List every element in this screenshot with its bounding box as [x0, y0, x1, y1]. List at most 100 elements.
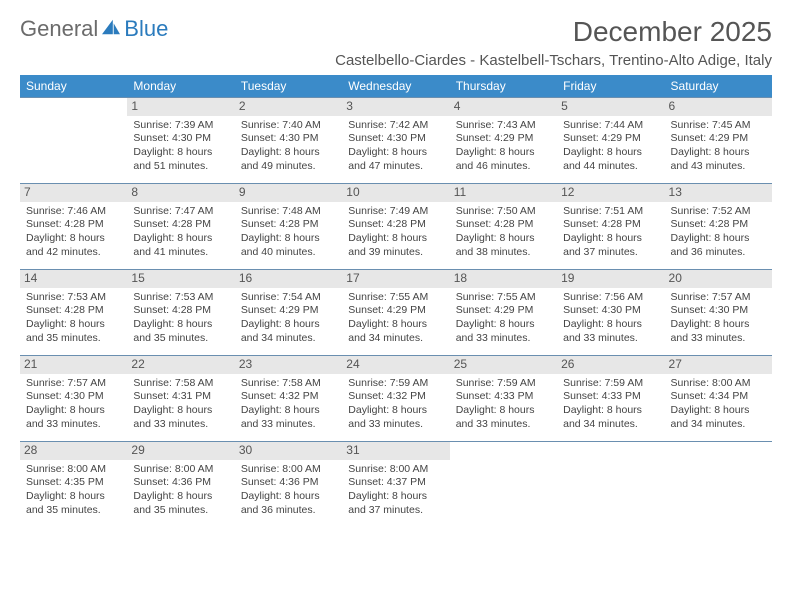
day-number: 9 — [235, 184, 342, 202]
day-number: 10 — [342, 184, 449, 202]
calendar-body: 1Sunrise: 7:39 AMSunset: 4:30 PMDaylight… — [20, 98, 772, 528]
day-number: 4 — [450, 98, 557, 116]
calendar-row: 28Sunrise: 8:00 AMSunset: 4:35 PMDayligh… — [20, 442, 772, 528]
daylight-text: and 43 minutes. — [671, 160, 766, 174]
daylight-text: and 41 minutes. — [133, 246, 228, 260]
calendar-day: 14Sunrise: 7:53 AMSunset: 4:28 PMDayligh… — [20, 270, 127, 356]
daylight-text: Daylight: 8 hours — [671, 404, 766, 418]
sunrise-text: Sunrise: 7:46 AM — [26, 205, 121, 219]
sunrise-text: Sunrise: 8:00 AM — [671, 377, 766, 391]
sunrise-text: Sunrise: 7:49 AM — [348, 205, 443, 219]
daylight-text: Daylight: 8 hours — [456, 232, 551, 246]
calendar-row: 7Sunrise: 7:46 AMSunset: 4:28 PMDaylight… — [20, 184, 772, 270]
calendar-day: 3Sunrise: 7:42 AMSunset: 4:30 PMDaylight… — [342, 98, 449, 184]
daylight-text: Daylight: 8 hours — [133, 146, 228, 160]
day-number: 15 — [127, 270, 234, 288]
sunset-text: Sunset: 4:29 PM — [671, 132, 766, 146]
day-number: 27 — [665, 356, 772, 374]
sunset-text: Sunset: 4:29 PM — [563, 132, 658, 146]
sunrise-text: Sunrise: 7:42 AM — [348, 119, 443, 133]
day-number: 7 — [20, 184, 127, 202]
sunrise-text: Sunrise: 7:48 AM — [241, 205, 336, 219]
day-number: 2 — [235, 98, 342, 116]
day-number: 31 — [342, 442, 449, 460]
daylight-text: Daylight: 8 hours — [456, 318, 551, 332]
daylight-text: Daylight: 8 hours — [348, 146, 443, 160]
calendar-day: 10Sunrise: 7:49 AMSunset: 4:28 PMDayligh… — [342, 184, 449, 270]
daylight-text: Daylight: 8 hours — [241, 232, 336, 246]
daylight-text: Daylight: 8 hours — [563, 318, 658, 332]
daylight-text: and 38 minutes. — [456, 246, 551, 260]
sunrise-text: Sunrise: 7:53 AM — [26, 291, 121, 305]
sunrise-text: Sunrise: 7:50 AM — [456, 205, 551, 219]
daylight-text: Daylight: 8 hours — [241, 404, 336, 418]
calendar-day: 19Sunrise: 7:56 AMSunset: 4:30 PMDayligh… — [557, 270, 664, 356]
daylight-text: and 40 minutes. — [241, 246, 336, 260]
daylight-text: Daylight: 8 hours — [456, 404, 551, 418]
calendar-day: 24Sunrise: 7:59 AMSunset: 4:32 PMDayligh… — [342, 356, 449, 442]
day-number: 17 — [342, 270, 449, 288]
daylight-text: and 46 minutes. — [456, 160, 551, 174]
daylight-text: Daylight: 8 hours — [563, 404, 658, 418]
sunset-text: Sunset: 4:33 PM — [563, 390, 658, 404]
daylight-text: Daylight: 8 hours — [348, 404, 443, 418]
daylight-text: Daylight: 8 hours — [348, 232, 443, 246]
day-number: 22 — [127, 356, 234, 374]
sunrise-text: Sunrise: 7:55 AM — [456, 291, 551, 305]
weekday-header: Monday — [127, 75, 234, 98]
sunrise-text: Sunrise: 7:56 AM — [563, 291, 658, 305]
daylight-text: Daylight: 8 hours — [133, 404, 228, 418]
sunrise-text: Sunrise: 7:59 AM — [456, 377, 551, 391]
sunset-text: Sunset: 4:30 PM — [348, 132, 443, 146]
sunset-text: Sunset: 4:28 PM — [671, 218, 766, 232]
daylight-text: and 39 minutes. — [348, 246, 443, 260]
daylight-text: and 35 minutes. — [26, 332, 121, 346]
weekday-header: Tuesday — [235, 75, 342, 98]
calendar-day-empty — [450, 442, 557, 528]
daylight-text: and 35 minutes. — [133, 504, 228, 518]
day-number: 25 — [450, 356, 557, 374]
day-number: 20 — [665, 270, 772, 288]
calendar-day: 22Sunrise: 7:58 AMSunset: 4:31 PMDayligh… — [127, 356, 234, 442]
day-number: 5 — [557, 98, 664, 116]
weekday-header: Thursday — [450, 75, 557, 98]
calendar-day: 17Sunrise: 7:55 AMSunset: 4:29 PMDayligh… — [342, 270, 449, 356]
daylight-text: and 42 minutes. — [26, 246, 121, 260]
calendar-row: 21Sunrise: 7:57 AMSunset: 4:30 PMDayligh… — [20, 356, 772, 442]
sunrise-text: Sunrise: 7:57 AM — [671, 291, 766, 305]
calendar-day: 30Sunrise: 8:00 AMSunset: 4:36 PMDayligh… — [235, 442, 342, 528]
calendar-day-empty — [665, 442, 772, 528]
day-number: 8 — [127, 184, 234, 202]
calendar-day: 26Sunrise: 7:59 AMSunset: 4:33 PMDayligh… — [557, 356, 664, 442]
calendar-day: 18Sunrise: 7:55 AMSunset: 4:29 PMDayligh… — [450, 270, 557, 356]
daylight-text: Daylight: 8 hours — [671, 232, 766, 246]
day-number: 21 — [20, 356, 127, 374]
brand-logo: General Blue — [20, 16, 168, 42]
daylight-text: and 33 minutes. — [456, 418, 551, 432]
sunset-text: Sunset: 4:28 PM — [133, 304, 228, 318]
daylight-text: Daylight: 8 hours — [26, 490, 121, 504]
sunset-text: Sunset: 4:28 PM — [133, 218, 228, 232]
sunset-text: Sunset: 4:30 PM — [26, 390, 121, 404]
weekday-header: Wednesday — [342, 75, 449, 98]
location-subtitle: Castelbello-Ciardes - Kastelbell-Tschars… — [20, 52, 772, 69]
sunset-text: Sunset: 4:30 PM — [671, 304, 766, 318]
day-number: 14 — [20, 270, 127, 288]
weekday-header: Saturday — [665, 75, 772, 98]
sunset-text: Sunset: 4:28 PM — [563, 218, 658, 232]
daylight-text: and 33 minutes. — [26, 418, 121, 432]
daylight-text: Daylight: 8 hours — [348, 318, 443, 332]
calendar-day-empty — [557, 442, 664, 528]
calendar-day-empty — [20, 98, 127, 184]
daylight-text: Daylight: 8 hours — [241, 490, 336, 504]
daylight-text: and 36 minutes. — [671, 246, 766, 260]
calendar-day: 25Sunrise: 7:59 AMSunset: 4:33 PMDayligh… — [450, 356, 557, 442]
sunset-text: Sunset: 4:29 PM — [456, 132, 551, 146]
calendar-day: 15Sunrise: 7:53 AMSunset: 4:28 PMDayligh… — [127, 270, 234, 356]
day-number: 12 — [557, 184, 664, 202]
daylight-text: and 34 minutes. — [241, 332, 336, 346]
calendar-day: 13Sunrise: 7:52 AMSunset: 4:28 PMDayligh… — [665, 184, 772, 270]
weekday-header: Friday — [557, 75, 664, 98]
day-number: 19 — [557, 270, 664, 288]
day-number: 11 — [450, 184, 557, 202]
